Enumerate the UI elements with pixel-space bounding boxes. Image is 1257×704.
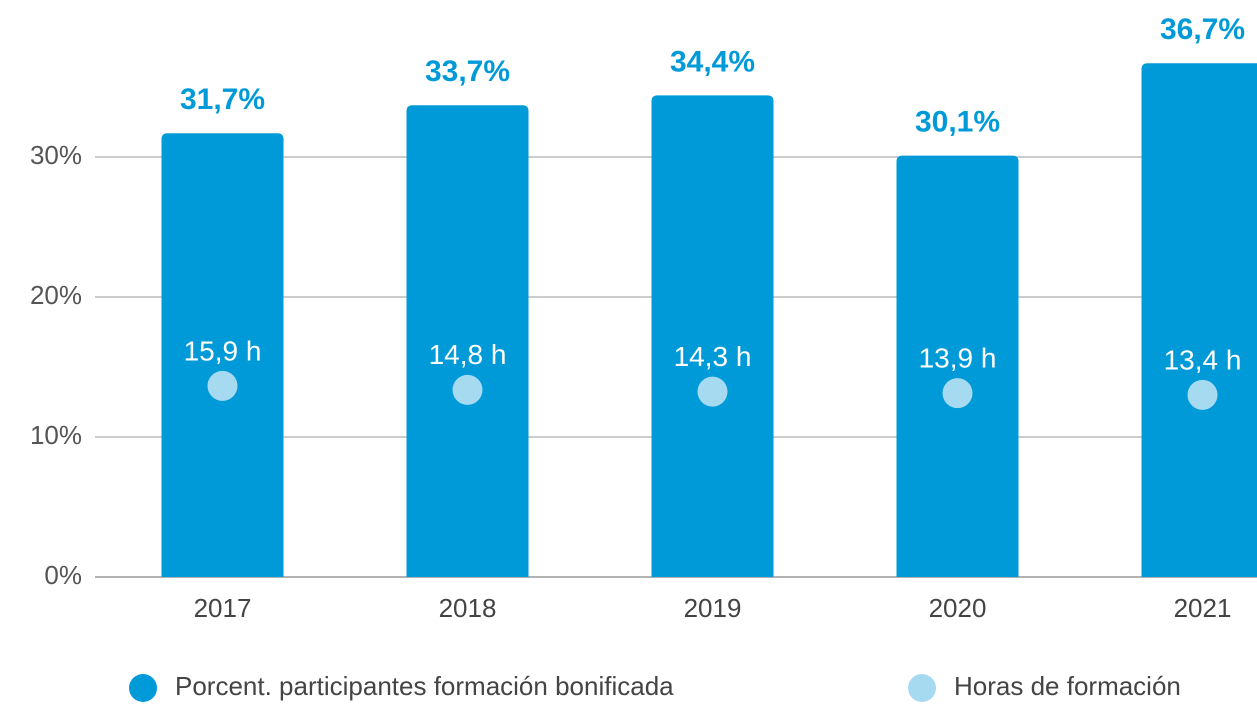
dot — [1187, 379, 1218, 410]
legend-marker — [129, 674, 157, 702]
bar — [896, 155, 1019, 577]
data-label: 13,9 h — [919, 342, 997, 373]
x-tick-label: 2017 — [194, 593, 252, 623]
data-label: 14,3 h — [674, 341, 752, 372]
data-label: 30,1% — [915, 106, 1000, 139]
y-tick-label: 20% — [30, 280, 82, 310]
x-tick-label: 2018 — [439, 593, 497, 623]
data-label: 15,9 h — [184, 335, 262, 366]
y-tick-label: 10% — [30, 420, 82, 450]
bar — [651, 95, 774, 578]
dot — [942, 378, 973, 409]
data-label: 33,7% — [425, 55, 510, 88]
y-tick-label: 30% — [30, 140, 82, 170]
legend-label: Porcent. participantes formación bonific… — [175, 671, 674, 701]
data-label: 14,8 h — [429, 339, 507, 370]
y-tick-label: 0% — [44, 560, 82, 590]
x-tick-label: 2019 — [684, 593, 742, 623]
data-label: 36,7% — [1160, 13, 1245, 46]
legend-marker — [908, 674, 936, 702]
data-label: 13,4 h — [1164, 344, 1242, 375]
legend-label: Horas de formación — [954, 671, 1181, 701]
x-tick-label: 2021 — [1174, 593, 1232, 623]
x-tick-label: 2020 — [929, 593, 987, 623]
data-label: 31,7% — [180, 83, 265, 116]
data-label: 34,4% — [670, 45, 755, 78]
bar — [161, 133, 284, 577]
bar — [406, 105, 529, 577]
bar — [1141, 63, 1257, 577]
dot — [207, 370, 238, 401]
dot — [452, 374, 483, 405]
dot — [697, 376, 728, 407]
